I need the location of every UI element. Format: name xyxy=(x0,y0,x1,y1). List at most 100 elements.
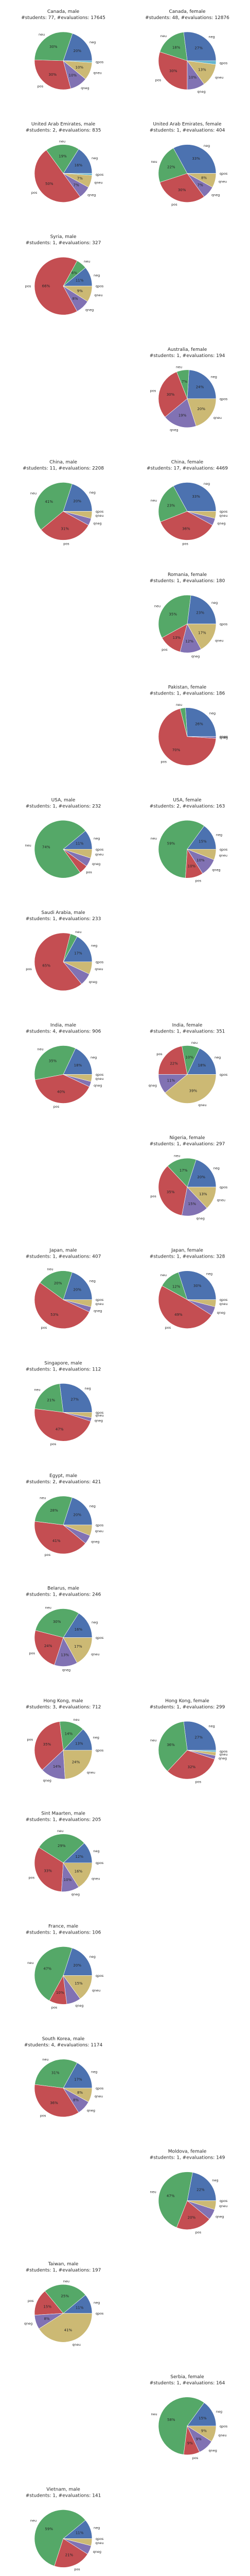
pie-slice-label: pos xyxy=(53,1105,60,1109)
pie-slice-qneu xyxy=(63,1750,93,1780)
pie-percent-label: 13% xyxy=(75,1741,83,1745)
pie-slice-label: qneu xyxy=(95,967,103,971)
pie-slice-label: qneu xyxy=(219,180,227,184)
pie-chart: Moldova, female#students: 1, #evaluation… xyxy=(150,2149,228,2234)
pie-slice-pos xyxy=(34,2291,64,2316)
pie-slice-qneu xyxy=(63,1524,93,1536)
pie-slice-label: qpos xyxy=(96,284,104,289)
pie-percent-label: 9% xyxy=(187,2442,193,2446)
pie-slice-label: neg xyxy=(90,1504,96,1509)
pie-slice-qneg xyxy=(182,1187,207,1216)
pie-slice-neu xyxy=(34,482,73,530)
pie-slice-label: qpos xyxy=(220,1073,228,1077)
pie-percent-label: 27% xyxy=(70,1398,79,1402)
pie-percent-label: 18% xyxy=(172,46,181,50)
pie-percent-label: 15% xyxy=(199,840,207,844)
pie-title: South Korea, male xyxy=(42,2037,85,2042)
pie-slice-label: neg xyxy=(90,40,96,44)
pie-subtitle: #students: 1, #evaluations: 328 xyxy=(150,1255,225,1260)
pie-slice-qpos xyxy=(187,1750,217,1752)
pie-percent-label: 30% xyxy=(48,73,57,77)
pie-slice-label: qpos xyxy=(96,1861,104,1865)
pie-slice-label: qpos xyxy=(220,510,228,514)
pie-slice-pos xyxy=(158,1285,212,1329)
pie-slice-label: qneg xyxy=(95,1418,103,1422)
pie-slice-neg xyxy=(63,1947,93,1976)
pie-title: Australia, female xyxy=(168,347,207,352)
pie-slice-label: qneu xyxy=(219,2204,227,2208)
pie-chart: Hong Kong, female#students: 1, #evaluati… xyxy=(150,1699,228,1784)
pie-slice-label: pos xyxy=(161,760,167,764)
pie-slice-qneu xyxy=(63,1299,93,1307)
pie-slice-label: qneu xyxy=(92,1877,100,1881)
pie-slice-neg xyxy=(63,483,93,512)
pie-slice-label: neu xyxy=(59,139,65,143)
pie-slice-neu xyxy=(34,31,73,61)
pie-title: Japan, female xyxy=(171,1248,203,1253)
pie-title: India, female xyxy=(172,1023,203,1028)
pie-slice-qpos xyxy=(63,60,93,63)
pie-slice-label: neu xyxy=(34,1388,40,1392)
pie-slice-neu xyxy=(34,1496,73,1526)
pie-subtitle: #students: 1, #evaluations: 407 xyxy=(26,1255,101,1260)
pie-slice-label: pos xyxy=(31,191,38,195)
pie-slice-label: pos xyxy=(63,541,69,546)
pie-slice-label: pos xyxy=(45,1553,51,1557)
pie-slice-label: qneu xyxy=(95,2094,103,2098)
pie-slice-neu xyxy=(35,1608,79,1638)
pie-percent-label: 20% xyxy=(73,1513,81,1517)
pie-percent-label: 29% xyxy=(58,1844,66,1848)
pie-slice-label: neu xyxy=(150,1738,156,1742)
pie-percent-label: 21% xyxy=(47,1398,55,1402)
pie-subtitle: #students: 3, #evaluations: 712 xyxy=(26,1705,101,1710)
pie-percent-label: 23% xyxy=(167,504,175,508)
pie-chart: Sint Maarten, male#students: 1, #evaluat… xyxy=(26,1811,104,1896)
pie-slice-label: qpos xyxy=(96,1073,104,1077)
pie-slice-label: qpos xyxy=(220,735,228,739)
pie-chart: China, male#students: 11, #evaluations: … xyxy=(23,460,104,546)
pie-subtitle: #students: 2, #evaluations: 421 xyxy=(26,1480,101,1485)
pie-subtitle: #students: 1, #evaluations: 186 xyxy=(150,691,225,697)
pie-title: Pakistan, female xyxy=(168,685,207,690)
pie-percent-label: 10% xyxy=(189,76,197,80)
pie-slice-pos xyxy=(34,59,71,90)
pie-percent-label: 9% xyxy=(196,2437,202,2442)
pie-percent-label: 10% xyxy=(69,74,77,78)
pie-slice-qneg xyxy=(187,736,217,739)
pie-slice-label: neg xyxy=(90,1279,96,1283)
pie-slice-pos xyxy=(54,2538,88,2568)
pie-slice-label: pos xyxy=(29,1876,35,1880)
pie-slice-label: qneg xyxy=(219,1756,227,1760)
pie-slice-qneu xyxy=(63,1862,93,1888)
pie-slice-label: pos xyxy=(150,1194,156,1198)
pie-slice-label: qpos xyxy=(96,1411,104,1415)
pie-chart: Canada, female#students: 48, #evaluation… xyxy=(145,9,229,94)
pie-slice-label: neg xyxy=(93,1736,99,1740)
pie-slice-label: neu xyxy=(30,492,37,496)
pie-chart: United Arab Emirates, male#students: 2, … xyxy=(26,122,104,202)
pie-slice-label: neu xyxy=(25,843,31,848)
pie-chart: Taiwan, male#students: 1, #evaluations: … xyxy=(24,2262,104,2347)
pie-slice-label: pos xyxy=(165,1326,171,1330)
pie-slice-pos xyxy=(34,1282,90,1329)
pie-subtitle: #students: 1, #evaluations: 194 xyxy=(150,353,225,359)
pie-percent-label: 23% xyxy=(196,611,204,615)
pie-slice-label: neg xyxy=(92,156,98,160)
pie-slice-label: qpos xyxy=(220,1185,228,1190)
pie-slice-label: qneu xyxy=(94,293,102,297)
pie-slice-label: neg xyxy=(209,35,215,39)
pie-percent-label: 53% xyxy=(50,1313,59,1317)
pie-percent-label: 58% xyxy=(167,2418,175,2422)
pie-slice-label: qneu xyxy=(95,514,103,518)
pie-slice-label: pos xyxy=(38,84,44,89)
pie-percent-label: 24% xyxy=(196,385,204,389)
pie-slice-label: neu xyxy=(160,34,167,38)
pie-chart: Hong Kong, male#students: 3, #evaluation… xyxy=(26,1699,104,1783)
pie-percent-label: 17% xyxy=(74,2077,82,2081)
pie-percent-label: 30% xyxy=(169,69,177,73)
pie-percent-label: 12% xyxy=(172,1284,181,1289)
pie-slice-label: qneg xyxy=(217,1311,225,1315)
pie-slice-qneu xyxy=(187,398,217,427)
pie-percent-label: 39% xyxy=(189,1089,198,1093)
